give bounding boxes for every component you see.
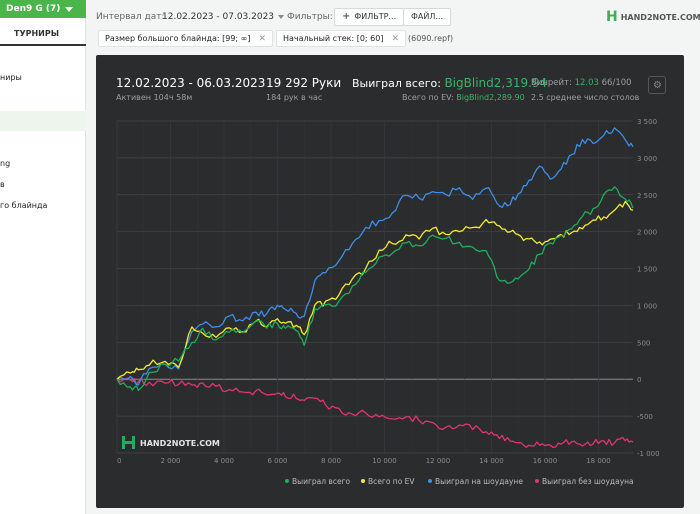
- legend-label: Выиграл на шоудауне: [435, 477, 523, 486]
- chevron-down-icon: [65, 6, 74, 12]
- date-range-value: 12.02.2023 - 07.03.2023: [162, 12, 275, 22]
- logo-text: HAND2NOTE.COM: [620, 12, 700, 22]
- won-label: Выиграл всего:: [352, 77, 441, 90]
- legend-label: Выиграл всего: [292, 477, 351, 486]
- legend-marker: [535, 479, 539, 483]
- summary-date-range: 12.02.2023 - 06.03.2023: [116, 76, 266, 90]
- chevron-down-icon: [278, 14, 285, 19]
- summary-hands: 19 292 Руки: [266, 76, 342, 90]
- filter-button-label: ФИЛЬТР...: [354, 12, 397, 21]
- ev-value: BigBlind2,289.90: [456, 93, 525, 102]
- filters-label: Фильтры:: [287, 12, 333, 22]
- filter-chip-stack[interactable]: Начальный стек: [0; 60] ✕: [276, 30, 407, 47]
- y-tick-label: 500: [637, 339, 650, 347]
- summary-tables: 2.5 среднее число столов: [531, 93, 639, 102]
- legend-marker: [361, 479, 365, 483]
- winrate-sample: 66/100: [601, 78, 632, 88]
- close-icon[interactable]: ✕: [258, 34, 266, 44]
- y-tick-label: 1 000: [637, 302, 657, 310]
- x-tick-label: 6 000: [267, 457, 287, 465]
- winrate-label: Винрейт:: [531, 78, 572, 88]
- y-tick-label: 3 500: [637, 118, 657, 126]
- won-value: BigBlind2,319.94: [444, 76, 548, 90]
- x-tick-label: 8 000: [321, 457, 341, 465]
- winrate-value: 12.03: [574, 78, 599, 88]
- watermark-logo-icon-3: [122, 441, 135, 444]
- date-range-picker[interactable]: 12.02.2023 - 07.03.2023: [162, 12, 285, 22]
- x-tick-label: 12 000: [426, 457, 451, 465]
- chart-series: [116, 127, 634, 448]
- sidebar-item-3[interactable]: го блайнда: [0, 201, 48, 210]
- legend-marker: [428, 479, 432, 483]
- y-tick-label: 2 500: [637, 192, 657, 200]
- summary-winrate: Винрейт: 12.03 66/100: [531, 78, 632, 88]
- x-tick-label: 14 000: [479, 457, 504, 465]
- series-line-0: [116, 186, 634, 392]
- summary-ev-total: Всего по EV: BigBlind2,289.90: [402, 93, 525, 102]
- chart-grid: [116, 120, 633, 454]
- hand2note-logo: H HAND2NOTE.COM: [606, 9, 700, 25]
- filter-chip-big-blind[interactable]: Размер большого блайнда: [99; ∞] ✕: [98, 30, 273, 47]
- chart-legend: Выиграл всего Всего по EV Выиграл на шоуда…: [285, 477, 634, 486]
- chart-watermark: HAND2NOTE.COM: [122, 436, 220, 449]
- x-tick-label: 2 000: [160, 457, 180, 465]
- tab-tournaments[interactable]: ТУРНИРЫ: [0, 26, 86, 46]
- summary-hands-per-hour: 184 рук в час: [266, 93, 323, 102]
- results-panel: [96, 55, 684, 508]
- plus-icon: +: [342, 11, 351, 22]
- sidebar-item-2[interactable]: в: [0, 180, 5, 189]
- series-line-2: [116, 127, 634, 386]
- y-tick-label: 0: [637, 376, 641, 384]
- file-button[interactable]: ФАЙЛ...: [403, 8, 451, 26]
- user-name: Den9 G (7): [6, 4, 61, 14]
- summary-active-time: Активен 104ч 58м: [116, 93, 193, 102]
- y-tick-label: -500: [637, 413, 653, 421]
- y-axis-ticks: 3 500 3 000 2 500 2 000 1 500 1 000 500 0 -500 -1…: [637, 118, 660, 458]
- sidebar: Den9 G (7) ТУРНИРЫ ниры ng в го блайнда: [0, 0, 86, 514]
- legend-marker: [285, 479, 289, 483]
- logo-icon: H: [606, 9, 618, 25]
- x-axis-ticks: 0 2 000 4 000 6 000 8 000 10 000 12 000 14 000 1…: [117, 457, 611, 465]
- filter-file-name: (6090.repf): [408, 34, 454, 43]
- x-tick-label: 0: [117, 457, 121, 465]
- series-line-3: [116, 377, 634, 448]
- x-tick-label: 16 000: [533, 457, 558, 465]
- y-tick-label: -1 000: [637, 450, 660, 458]
- user-menu[interactable]: Den9 G (7): [0, 0, 86, 18]
- chip-label: Размер большого блайнда: [99; ∞]: [105, 34, 251, 43]
- date-range-label: Интервал дат:: [96, 12, 165, 22]
- filter-button[interactable]: + ФИЛЬТР...: [334, 8, 405, 26]
- y-tick-label: 1 500: [637, 266, 657, 274]
- summary-won-total: Выиграл всего: BigBlind2,319.94: [352, 76, 547, 90]
- watermark-text: HAND2NOTE.COM: [140, 439, 220, 448]
- gear-icon: ⚙: [653, 80, 662, 91]
- chip-label: Начальный стек: [0; 60]: [283, 34, 384, 43]
- sidebar-item-selected[interactable]: [0, 111, 86, 131]
- legend-label: Выиграл без шоудауна: [542, 477, 634, 486]
- x-tick-label: 18 000: [586, 457, 611, 465]
- x-tick-label: 10 000: [372, 457, 397, 465]
- series-line-1: [116, 200, 634, 380]
- x-tick-label: 4 000: [214, 457, 234, 465]
- sidebar-item-0[interactable]: ниры: [0, 73, 22, 82]
- y-tick-label: 3 000: [637, 155, 657, 163]
- settings-button[interactable]: ⚙: [648, 76, 666, 94]
- close-icon[interactable]: ✕: [391, 34, 400, 44]
- y-tick-label: 2 000: [637, 229, 657, 237]
- legend-label: Всего по EV: [368, 477, 415, 486]
- sidebar-item-1[interactable]: ng: [0, 159, 11, 168]
- ev-label: Всего по EV:: [402, 93, 454, 102]
